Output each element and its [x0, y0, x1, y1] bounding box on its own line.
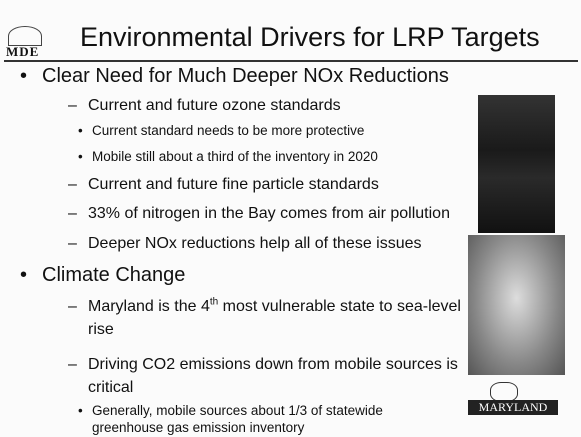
dash: – [68, 205, 77, 222]
bullet: • [78, 403, 83, 418]
seal [490, 382, 518, 402]
text-part: Maryland is the 4 [88, 298, 210, 315]
footer-logo: MARYLAND [468, 400, 558, 415]
level2-text: Current and future fine particle standar… [88, 176, 379, 193]
bullet: • [78, 149, 83, 164]
bullet: • [20, 264, 28, 286]
level3-text: Mobile still about a third of the invent… [92, 149, 378, 164]
level3-text: Generally, mobile sources about 1/3 of s… [92, 403, 383, 435]
bullet: • [20, 65, 28, 87]
photo [478, 95, 555, 233]
title: Environmental Drivers for LRP Targets [80, 22, 540, 52]
dash: – [68, 235, 77, 252]
level1-text: Climate Change [42, 264, 186, 286]
level2-text: Current and future ozone standards [88, 97, 341, 114]
level2-text: Deeper NOx reductions help all of these … [88, 235, 422, 252]
logo-mark [8, 26, 42, 46]
logo: MDE [6, 44, 40, 59]
bullet: • [78, 123, 83, 138]
photo [468, 235, 565, 375]
level1-text: Clear Need for Much Deeper NOx Reduction… [42, 65, 449, 87]
level3-text: Current standard needs to be more protec… [92, 123, 365, 138]
text-part: most vulnerable state to sea-level rise [88, 298, 461, 338]
dash: – [68, 298, 77, 315]
level2-text: Maryland is the 4th most vulnerable stat… [88, 295, 463, 341]
level2-text: Driving CO2 emissions down from mobile s… [88, 356, 458, 396]
superscript: th [209, 296, 219, 308]
dash: – [68, 97, 77, 114]
dash: – [68, 356, 77, 373]
dash: – [68, 176, 77, 193]
level2-text: 33% of nitrogen in the Bay comes from ai… [88, 205, 450, 222]
title-rule [4, 60, 578, 62]
